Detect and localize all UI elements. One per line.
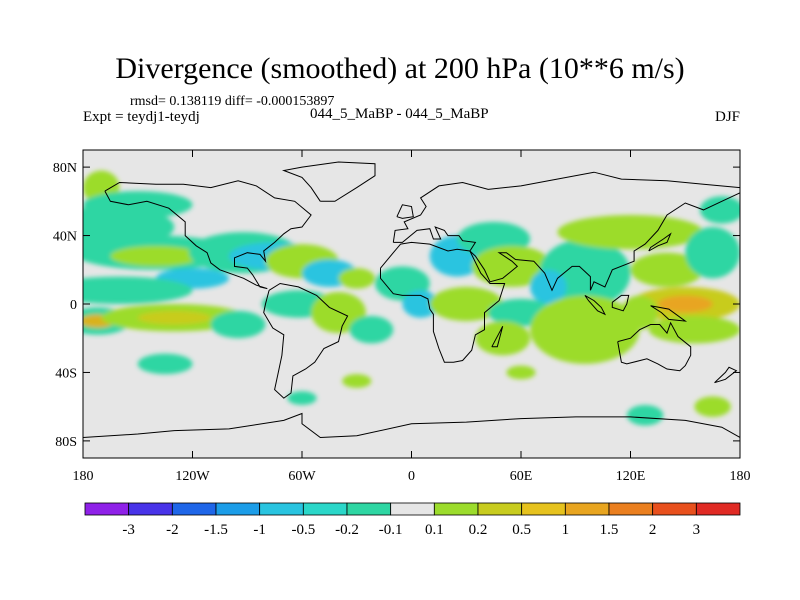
colorbar-label: -1 xyxy=(253,522,266,538)
colorbar-label: -3 xyxy=(122,522,135,538)
colorbar-label: -0.5 xyxy=(291,522,315,538)
colorbar-swatch xyxy=(521,502,566,516)
x-tick-label: 120E xyxy=(616,469,646,484)
colorbar-label: 3 xyxy=(693,522,701,538)
colorbar-swatch xyxy=(346,502,392,516)
x-tick-label: 60W xyxy=(288,469,316,484)
colorbar-swatch xyxy=(652,502,697,516)
coastline xyxy=(263,282,349,399)
colorbar-swatch xyxy=(477,502,523,516)
y-tick-label: 80S xyxy=(55,435,77,450)
colorbar-swatch xyxy=(390,502,435,516)
colorbar-label: 0.5 xyxy=(512,522,531,538)
colorbar-swatch xyxy=(171,502,217,516)
coastline xyxy=(617,321,692,372)
divergence-patch xyxy=(471,245,553,287)
x-tick-label: 60E xyxy=(510,469,533,484)
coastline xyxy=(281,161,376,202)
case-label: 044_5_MaBP - 044_5_MaBP xyxy=(310,106,489,122)
divergence-patch xyxy=(402,290,439,318)
coastline xyxy=(648,232,672,252)
colorbar-swatch xyxy=(608,502,654,516)
divergence-patch xyxy=(338,268,375,289)
divergence-patch xyxy=(110,245,202,267)
colorbar-label: -0.2 xyxy=(335,522,359,538)
coastline xyxy=(396,204,414,219)
colorbar-swatch xyxy=(695,502,741,516)
divergence-patch xyxy=(210,310,266,339)
colorbar-label: 1 xyxy=(562,522,570,538)
x-tick-label: 0 xyxy=(408,469,415,484)
divergence-patch xyxy=(685,227,740,279)
divergence-patch xyxy=(530,295,640,364)
x-tick-label: 180 xyxy=(730,469,751,484)
y-tick-label: 80N xyxy=(53,161,77,176)
divergence-patch xyxy=(506,365,536,380)
colorbar-swatch xyxy=(259,502,304,516)
x-tick-label: 180 xyxy=(73,469,94,484)
experiment-label: Expt = teydj1-teydj xyxy=(83,109,200,125)
colorbar-label: 2 xyxy=(649,522,657,538)
colorbar-swatch xyxy=(84,502,130,516)
y-tick-label: 40N xyxy=(53,230,77,245)
coastline xyxy=(83,412,740,439)
colorbar-swatch xyxy=(128,502,173,516)
colorbar-label: 0.2 xyxy=(469,522,488,538)
colorbar-label: 0.1 xyxy=(425,522,444,538)
divergence-patch xyxy=(137,353,193,375)
divergence-patch xyxy=(699,196,740,224)
divergence-patch xyxy=(83,276,193,304)
divergence-patch xyxy=(287,391,317,405)
colorbar-swatch xyxy=(433,502,479,516)
colorbar-swatch xyxy=(564,502,610,516)
divergence-patch xyxy=(475,321,531,356)
coastline xyxy=(611,294,630,312)
colorbar-label: 1.5 xyxy=(600,522,619,538)
coastline xyxy=(650,305,688,322)
coastline xyxy=(380,241,506,363)
colorbar-label: -0.1 xyxy=(379,522,403,538)
divergence-patch xyxy=(630,252,704,287)
coastline xyxy=(104,180,312,290)
stats-label: rmsd= 0.138119 diff= -0.000153897 xyxy=(130,94,335,109)
divergence-patch xyxy=(621,295,658,330)
divergence-patch xyxy=(648,315,740,344)
colorbar-label: -2 xyxy=(166,522,179,538)
plot-title: Divergence (smoothed) at 200 hPa (10**6 … xyxy=(115,52,685,85)
divergence-patch xyxy=(311,292,366,334)
coastline xyxy=(392,171,740,292)
y-tick-label: 0 xyxy=(70,298,77,313)
divergence-patch xyxy=(349,315,394,344)
divergence-patch xyxy=(626,404,664,426)
coastline xyxy=(491,325,504,348)
x-tick-label: 120W xyxy=(175,469,210,484)
coastline xyxy=(584,294,607,316)
colorbar-swatch xyxy=(302,502,348,516)
divergence-patch xyxy=(342,374,372,388)
season-label: DJF xyxy=(714,109,740,125)
divergence-patch xyxy=(137,310,211,325)
colorbar-label: -1.5 xyxy=(204,522,228,538)
divergence-patch xyxy=(657,295,713,313)
y-tick-label: 40S xyxy=(55,366,77,381)
coastline xyxy=(714,366,738,384)
divergence-patch xyxy=(557,215,704,250)
divergence-patch xyxy=(694,396,731,417)
colorbar-swatch xyxy=(215,502,261,516)
